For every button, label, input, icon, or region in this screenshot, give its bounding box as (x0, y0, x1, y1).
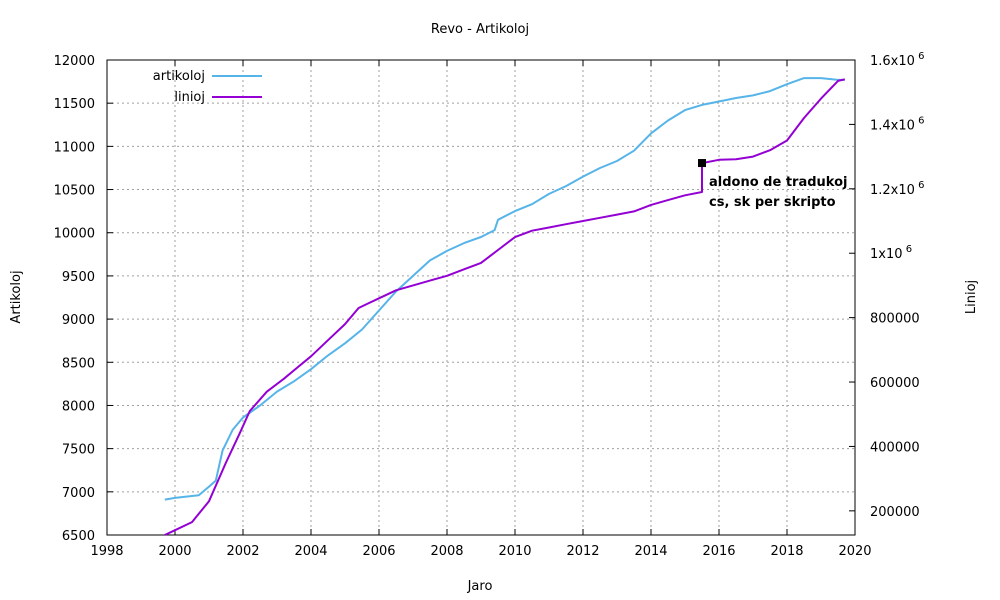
y2-tick-label: 1x10 6 (870, 244, 912, 262)
y2-tick-label: 200000 (870, 505, 920, 520)
y-tick-labels: 6500 7000 7500 8000 8500 9000 9500 10000 10500 11… (54, 54, 95, 544)
y2-tick-label: 1.4x10 6 (870, 115, 924, 133)
y-tick-label: 11000 (54, 140, 95, 155)
annotation-text-line-2: cs, sk per skripto (709, 195, 836, 210)
y-tick-label: 10500 (54, 184, 95, 199)
y-tick-label: 9500 (62, 270, 95, 285)
x-tick-label: 2008 (430, 544, 463, 559)
annotation: aldono de tradukoj cs, sk per skripto (698, 159, 847, 210)
x-tick-label: 1998 (90, 544, 123, 559)
y-tick-label: 6500 (62, 529, 95, 544)
x-tick-label: 2014 (634, 544, 667, 559)
x-tick-label: 2000 (158, 544, 191, 559)
x-tick-label: 2020 (838, 544, 871, 559)
y-tick-label: 8500 (62, 356, 95, 371)
y-tick-label: 8000 (62, 399, 95, 414)
x-tick-label: 2016 (702, 544, 735, 559)
x-axis-label: Jaro (467, 579, 493, 594)
legend-label-linioj: linioj (174, 90, 205, 105)
axis-ticks (106, 59, 856, 536)
y-tick-label: 11500 (54, 97, 95, 112)
y2-axis-label: Linioj (964, 280, 979, 314)
y-axis-label: Artikoloj (9, 270, 24, 323)
grid-lines (107, 60, 855, 535)
x-tick-labels: 1998 2000 2002 2004 2006 2008 2010 2012 2014 2016… (90, 544, 871, 559)
series-line-linioj (164, 78, 846, 536)
x-tick-label: 2018 (770, 544, 803, 559)
legend-label-artikoloj: artikoloj (153, 69, 205, 84)
y2-tick-labels: 200000 400000 600000 800000 1x10 6 1.2x10 6 1.… (870, 51, 924, 520)
x-tick-label: 2012 (566, 544, 599, 559)
x-tick-label: 2002 (226, 544, 259, 559)
y2-tick-label: 400000 (870, 440, 920, 455)
y-tick-label: 10000 (54, 227, 95, 242)
x-tick-label: 2006 (362, 544, 395, 559)
legend: artikoloj linioj (153, 69, 262, 105)
plot-frame (106, 59, 856, 536)
y-tick-label: 9000 (62, 313, 95, 328)
y-tick-label: 7000 (62, 486, 95, 501)
series-lines (164, 77, 846, 536)
chart-title: Revo - Artikoloj (431, 22, 529, 37)
y2-tick-label: 1.2x10 6 (870, 180, 924, 198)
y2-tick-label: 800000 (870, 312, 920, 327)
x-tick-label: 2010 (498, 544, 531, 559)
x-tick-label: 2004 (294, 544, 327, 559)
annotation-marker (698, 159, 706, 168)
y-tick-label: 12000 (54, 54, 95, 69)
annotation-text-line-1: aldono de tradukoj (709, 175, 847, 190)
y2-tick-label: 1.6x10 6 (870, 51, 924, 69)
y-tick-label: 7500 (62, 443, 95, 458)
y2-tick-label: 600000 (870, 376, 920, 391)
